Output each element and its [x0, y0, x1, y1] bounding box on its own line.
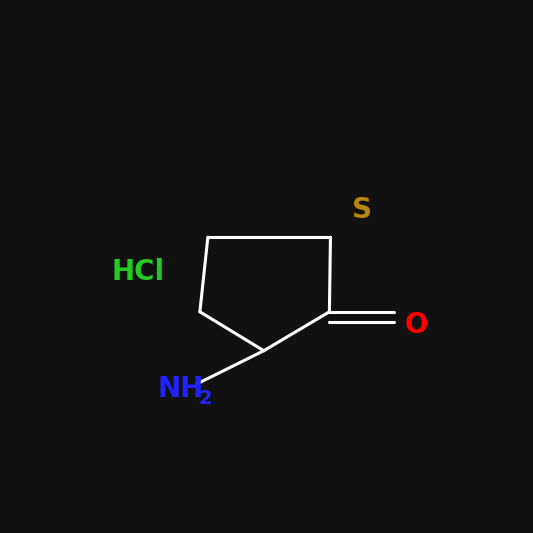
Text: O: O — [405, 311, 429, 339]
Text: NH: NH — [157, 375, 204, 403]
Text: S: S — [352, 196, 372, 224]
Text: HCl: HCl — [112, 258, 165, 286]
Text: 2: 2 — [199, 389, 213, 408]
